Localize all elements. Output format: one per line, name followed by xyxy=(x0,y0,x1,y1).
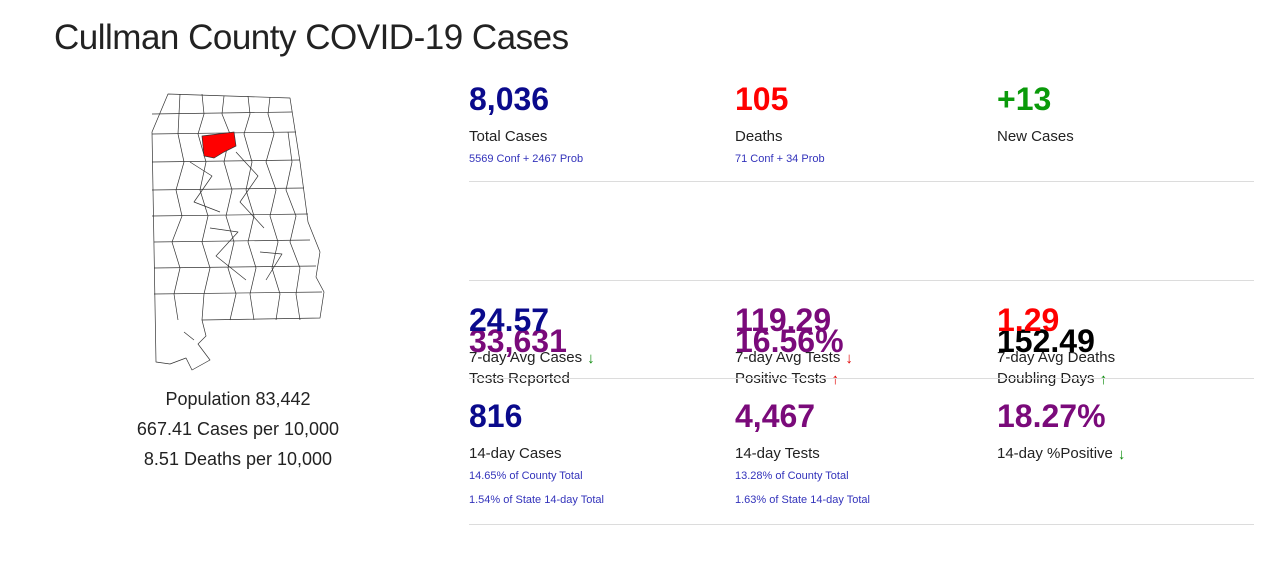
total-cases-label: Total Cases xyxy=(469,128,548,145)
cases-14-county-share: 14.65% of County Total xyxy=(469,470,583,482)
cases-14-state-share: 1.54% of State 14-day Total xyxy=(469,494,604,506)
down-arrow-icon: ↓ xyxy=(845,349,853,367)
avg-tests-7-value: 119.29 xyxy=(735,302,832,338)
down-arrow-icon: ↓ xyxy=(1117,445,1126,463)
stats-row: 33,631 Tests Reported 16.56% Positive Te… xyxy=(469,182,1254,387)
total-cases-breakdown: 5569 Conf + 2467 Prob xyxy=(469,153,584,165)
tests-14-state-share: 1.63% of State 14-day Total xyxy=(735,494,870,506)
cases-14-value: 816 xyxy=(469,398,523,434)
new-cases-stat: +13 New Cases xyxy=(997,80,1074,147)
avg-cases-7-label: 7-day Avg Cases ↓ xyxy=(469,349,595,367)
stats-grid: 8,036 Total Cases 5569 Conf + 2467 Prob … xyxy=(469,80,1254,525)
cases-per-10000-text: 667.41 Cases per 10,000 xyxy=(136,419,340,439)
tests-reported-value: 33,631 xyxy=(469,323,567,359)
new-cases-label: New Cases xyxy=(997,128,1074,145)
tests-14-value: 4,467 xyxy=(735,398,816,434)
new-cases-value: +13 xyxy=(997,81,1052,117)
population-text: Population 83,442 xyxy=(165,389,311,409)
avg-deaths-7-value: 1.29 xyxy=(997,302,1060,338)
down-arrow-icon: ↓ xyxy=(587,349,595,367)
page-title: Cullman County COVID-19 Cases xyxy=(54,18,569,57)
tests-14-stat: 4,467 14-day Tests 13.28% of County Tota… xyxy=(735,397,870,507)
positive-14-stat: 18.27% 14-day %Positive ↓ xyxy=(997,397,1125,464)
positive-14-label: 14-day %Positive ↓ xyxy=(997,445,1126,463)
total-cases-stat: 8,036 Total Cases 5569 Conf + 2467 Prob xyxy=(469,80,583,166)
tests-14-label: 14-day Tests xyxy=(735,445,820,462)
stats-row: 8,036 Total Cases 5569 Conf + 2467 Prob … xyxy=(469,80,1254,182)
avg-deaths-7-label: 7-day Avg Deaths xyxy=(997,349,1116,366)
doubling-days-value: 152.49 xyxy=(997,323,1095,359)
deaths-label: Deaths xyxy=(735,128,783,145)
tests-14-county-share: 13.28% of County Total xyxy=(735,470,849,482)
positive-tests-value: 16.56% xyxy=(735,323,844,359)
deaths-breakdown: 71 Conf + 34 Prob xyxy=(735,153,825,165)
stats-row: 24.57 7-day Avg Cases ↓ 119.29 7-day Avg … xyxy=(469,281,1254,379)
positive-14-value: 18.27% xyxy=(997,398,1106,434)
doubling-days-stat: 152.49 Doubling Days ↑ xyxy=(997,202,1107,389)
deaths-value: 105 xyxy=(735,81,789,117)
deaths-per-10000-text: 8.51 Deaths per 10,000 xyxy=(143,449,333,469)
up-arrow-icon: ↑ xyxy=(831,370,839,388)
avg-cases-7-stat: 24.57 7-day Avg Cases ↓ xyxy=(469,301,595,368)
up-arrow-icon: ↑ xyxy=(1099,370,1108,388)
avg-tests-7-label: 7-day Avg Tests ↓ xyxy=(735,349,853,367)
avg-cases-7-value: 24.57 xyxy=(469,302,550,338)
cullman-county-highlight xyxy=(201,131,237,159)
deaths-stat: 105 Deaths 71 Conf + 34 Prob xyxy=(735,80,825,166)
cases-14-label: 14-day Cases xyxy=(469,445,562,462)
cases-14-stat: 816 14-day Cases 14.65% of County Total … xyxy=(469,397,604,507)
stats-row: 816 14-day Cases 14.65% of County Total … xyxy=(469,379,1254,525)
avg-deaths-7-stat: 1.29 7-day Avg Deaths xyxy=(997,301,1115,368)
avg-tests-7-stat: 119.29 7-day Avg Tests ↓ xyxy=(735,301,853,368)
total-cases-value: 8,036 xyxy=(469,81,550,117)
alabama-county-map xyxy=(151,93,325,371)
